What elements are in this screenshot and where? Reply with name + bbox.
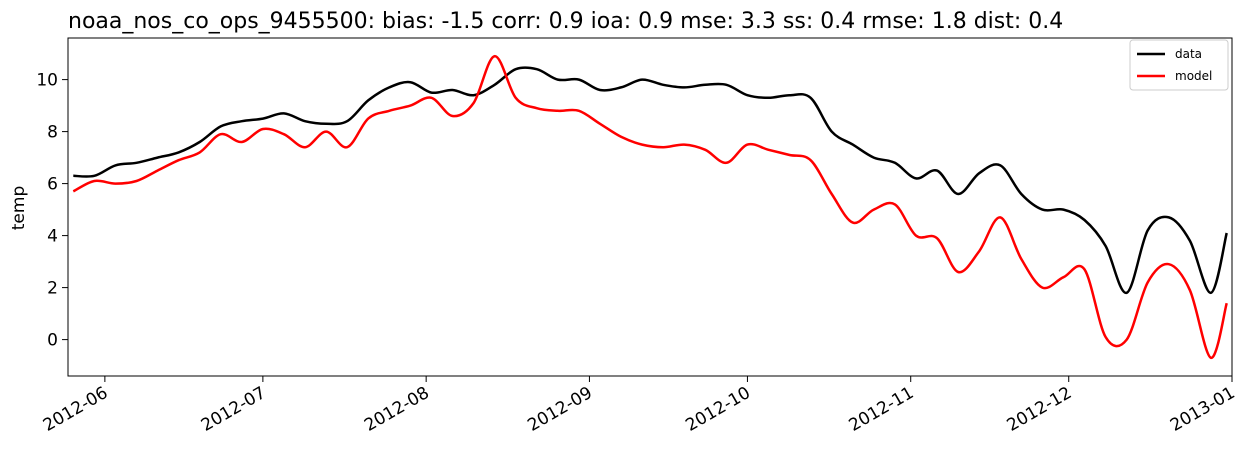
legend-label-model: model — [1175, 69, 1212, 83]
x-tick-label: 2012-11 — [846, 383, 918, 436]
plot-frame — [67, 37, 1233, 377]
y-tick-label: 10 — [36, 71, 58, 91]
legend-box — [1129, 39, 1229, 91]
x-tick-label: 2012-08 — [361, 383, 433, 436]
x-tick-label: 2012-10 — [682, 383, 754, 436]
series-line-model — [72, 54, 1228, 360]
x-axis: 2012-06 2012-07 2012-08 2012-09 2012-10 2012-… — [40, 376, 1239, 436]
series-line-data — [73, 66, 1228, 295]
y-axis: 0 2 4 6 8 10 — [36, 71, 68, 351]
x-tick-label: 2012-09 — [524, 383, 596, 436]
chart-title: noaa_nos_co_ops_9455500: bias: -1.5 corr… — [68, 9, 1063, 34]
x-tick-label: 2012-07 — [198, 383, 270, 436]
y-tick-label: 6 — [47, 175, 58, 195]
series-layer — [72, 54, 1228, 360]
x-tick-label: 2012-06 — [40, 383, 112, 436]
y-tick-label: 8 — [47, 123, 58, 143]
y-tick-label: 0 — [47, 331, 58, 351]
legend: data model — [1129, 39, 1229, 91]
y-tick-label: 2 — [47, 279, 58, 299]
y-axis-label: temp — [9, 186, 29, 230]
x-tick-label: 2012-12 — [1004, 383, 1076, 436]
x-tick-label: 2013-01 — [1167, 383, 1239, 436]
y-tick-label: 4 — [47, 227, 58, 247]
legend-label-data: data — [1175, 47, 1202, 61]
